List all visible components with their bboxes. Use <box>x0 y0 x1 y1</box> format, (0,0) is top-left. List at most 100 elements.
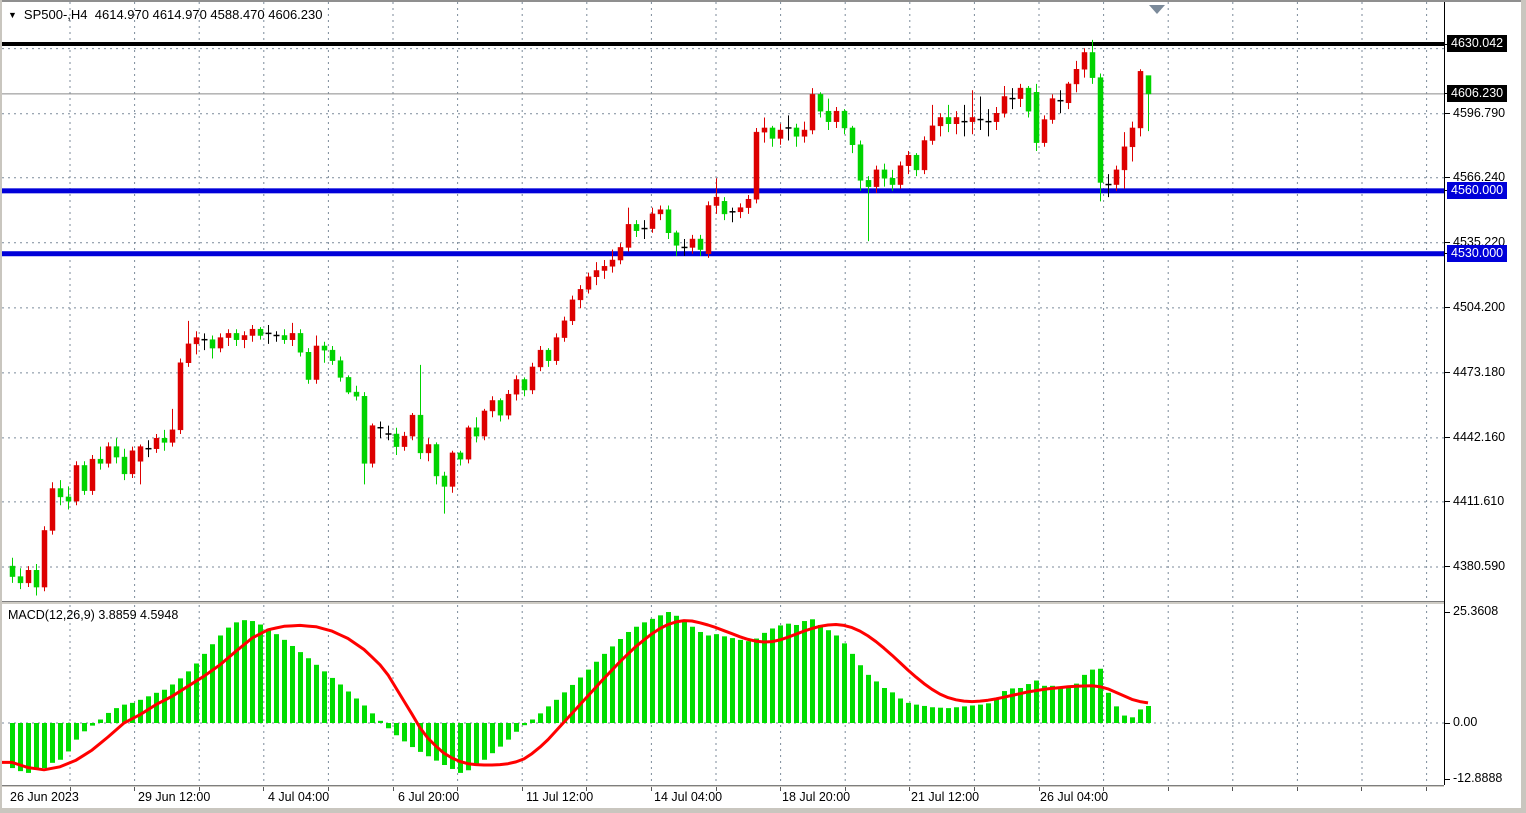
candlestick <box>9 565 16 577</box>
candlestick <box>241 335 248 340</box>
macd-histogram-bar <box>522 723 527 726</box>
candlestick <box>313 345 320 380</box>
price-tick-label: 4504.200 <box>1453 299 1506 314</box>
axis-tick <box>1445 566 1450 567</box>
macd-histogram-bar <box>898 698 903 723</box>
candlestick <box>297 333 304 353</box>
horizontal-level-line-4530[interactable] <box>2 251 1444 257</box>
time-tick <box>780 787 781 791</box>
symbol-collapse-arrow-icon[interactable]: ▼ <box>8 10 17 20</box>
panel-divider-bottom[interactable] <box>0 785 1526 787</box>
macd-histogram-bar <box>1002 691 1007 723</box>
candlestick <box>673 232 680 246</box>
macd-histogram-bar <box>858 665 863 723</box>
time-tick <box>1039 787 1040 791</box>
macd-histogram-bar <box>482 723 487 760</box>
candlestick <box>841 110 848 129</box>
macd-histogram-bar <box>378 720 383 723</box>
candlestick <box>521 379 528 391</box>
price-tick-label: 4411.610 <box>1453 493 1505 508</box>
macd-values: 3.8859 4.5948 <box>98 608 179 622</box>
macd-histogram-bar <box>818 624 823 723</box>
candle-doji-dash <box>265 332 272 335</box>
time-axis[interactable]: 26 Jun 2023 29 Jun 12:00 4 Jul 04:00 6 Jul … <box>2 787 1444 808</box>
candlestick <box>233 333 240 340</box>
macd-histogram-bar <box>226 627 231 723</box>
macd-histogram-bar <box>1026 684 1031 723</box>
time-tick <box>134 787 135 791</box>
macd-histogram-bar <box>802 621 807 723</box>
time-tick <box>522 787 523 791</box>
candlestick <box>1097 77 1104 183</box>
candlestick <box>617 247 624 261</box>
time-axis-label: 29 Jun 12:00 <box>138 790 211 804</box>
candle-doji-dash <box>377 426 384 429</box>
candlestick <box>745 198 752 208</box>
macd-histogram-bar <box>754 638 759 723</box>
macd-indicator-canvas[interactable] <box>2 604 1444 785</box>
candlestick <box>153 437 160 449</box>
macd-histogram-bar <box>634 626 639 723</box>
ohlc-header: ▼ SP500-,H4 4614.970 4614.970 4588.470 46… <box>8 7 322 22</box>
price-axis[interactable]: 4596.790 4566.240 4535.220 4504.200 4473.180… <box>1444 0 1521 808</box>
candle-doji-dash <box>201 338 208 341</box>
time-tick <box>651 787 652 791</box>
macd-histogram-bar <box>1074 683 1079 723</box>
macd-histogram-bar <box>938 707 943 723</box>
macd-histogram-bar <box>610 646 615 723</box>
macd-histogram-bar <box>762 632 767 723</box>
candlestick <box>1017 87 1024 99</box>
candlestick <box>1145 75 1152 95</box>
macd-histogram-bar <box>930 707 935 723</box>
candlestick <box>697 238 704 250</box>
horizontal-level-line-black[interactable] <box>2 42 1444 46</box>
candlestick <box>633 224 640 231</box>
macd-histogram-bar <box>922 705 927 723</box>
macd-histogram-bar <box>986 703 991 723</box>
candlestick <box>137 446 144 462</box>
candle-doji-dash <box>961 120 968 123</box>
time-axis-label: 11 Jul 12:00 <box>526 790 594 804</box>
macd-histogram-bar <box>682 621 687 723</box>
candlestick <box>1129 127 1136 148</box>
macd-histogram-bar <box>82 723 87 732</box>
macd-histogram-bar <box>242 620 247 723</box>
candlestick <box>393 433 400 447</box>
candlestick <box>713 196 720 206</box>
ohlc-values: 4614.970 4614.970 4588.470 4606.230 <box>94 7 323 22</box>
candlestick <box>953 117 960 125</box>
macd-histogram-bar <box>362 705 367 723</box>
chart-shift-marker-icon[interactable] <box>1149 5 1165 14</box>
candlestick <box>1089 52 1096 78</box>
candlestick <box>913 154 920 171</box>
candlestick <box>769 127 776 139</box>
candlestick <box>57 488 64 498</box>
price-tick-label: 4566.240 <box>1453 169 1506 184</box>
candlestick <box>169 429 176 443</box>
macd-histogram-bar <box>770 628 775 723</box>
macd-histogram-bar <box>450 723 455 769</box>
candlestick <box>161 437 168 443</box>
candlestick <box>777 129 784 139</box>
horizontal-level-line-4560[interactable] <box>2 188 1444 194</box>
macd-histogram-bar <box>738 639 743 723</box>
panel-divider[interactable] <box>0 601 1526 604</box>
candlestick <box>105 446 112 464</box>
time-axis-label: 21 Jul 12:00 <box>911 790 980 804</box>
candle-doji-dash <box>729 211 736 213</box>
macd-histogram-bar <box>282 639 287 723</box>
candlestick <box>441 475 448 487</box>
candlestick <box>1121 146 1128 171</box>
candlestick <box>473 427 480 437</box>
macd-histogram-bar <box>730 638 735 723</box>
macd-histogram-bar <box>778 625 783 723</box>
candlestick <box>929 125 936 141</box>
macd-histogram-bar <box>786 623 791 723</box>
candlestick <box>33 570 40 588</box>
time-tick <box>716 787 717 791</box>
macd-histogram-bar <box>434 723 439 761</box>
candle-doji-dash <box>273 334 280 337</box>
price-chart-canvas[interactable] <box>2 0 1444 602</box>
macd-histogram-bar <box>1050 685 1055 723</box>
